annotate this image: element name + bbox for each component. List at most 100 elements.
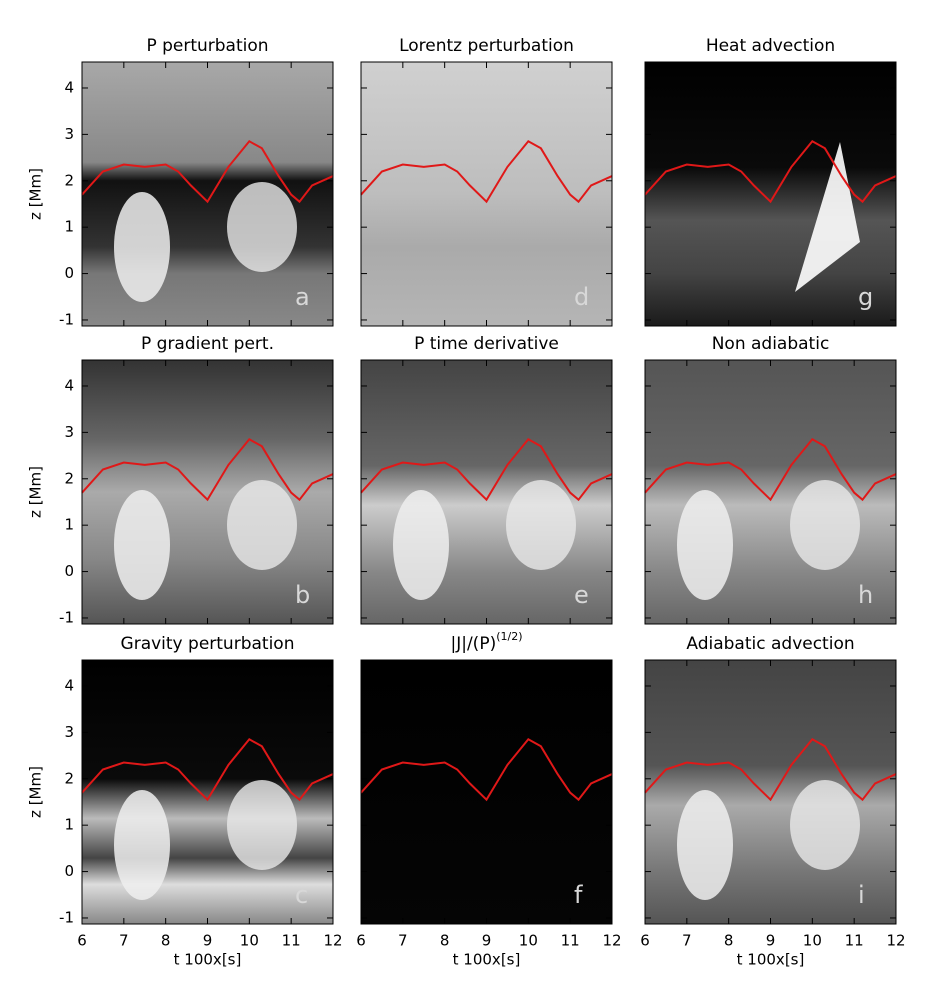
panel-title: P time derivative (414, 334, 559, 354)
y-tick-label: 1 (64, 516, 74, 534)
panel-title-text: P perturbation (146, 36, 268, 56)
image-feature (790, 780, 860, 870)
x-tick-label: 12 (323, 932, 342, 950)
panel-label: i (858, 881, 865, 909)
y-tick-label: 4 (64, 676, 74, 694)
image-feature (227, 780, 297, 870)
image-feature (677, 490, 733, 600)
y-tick-label: 1 (64, 218, 74, 236)
panel: P time derivative e (360, 334, 613, 625)
x-tick-label: 9 (482, 932, 492, 950)
y-axis-label: z [Mm] (27, 168, 45, 220)
panel-label: g (858, 283, 873, 311)
y-tick-label: 2 (64, 469, 74, 487)
panel-title: Non adiabatic (712, 334, 830, 354)
panel-label: e (574, 581, 589, 609)
x-tick-label: 12 (886, 932, 905, 950)
panel-title: Gravity perturbation (121, 634, 295, 654)
image-feature (114, 790, 170, 900)
panel-label: a (295, 283, 310, 311)
image-feature (393, 490, 449, 600)
y-tick-label: -1 (59, 908, 74, 926)
y-tick-label: 0 (64, 264, 74, 282)
y-tick-label: 3 (64, 423, 74, 441)
x-tick-label: 7 (119, 932, 129, 950)
panel-title-text: Lorentz perturbation (399, 36, 574, 56)
x-tick-label: 8 (440, 932, 450, 950)
y-tick-label: 3 (64, 125, 74, 143)
image-feature (227, 480, 297, 570)
contour-line (81, 738, 334, 802)
x-tick-label: 8 (161, 932, 171, 950)
panel-title: P gradient pert. (141, 334, 274, 354)
contour-line (360, 738, 613, 802)
panel-title-text: Gravity perturbation (121, 634, 295, 654)
panel-title: Adiabatic advection (686, 634, 854, 654)
image-feature (790, 480, 860, 570)
contour-line (81, 438, 334, 502)
y-axis-label: z [Mm] (27, 466, 45, 518)
x-tick-label: 8 (724, 932, 734, 950)
panel-title-text: Adiabatic advection (686, 634, 854, 654)
panel: 6 7 8 9 10 11 12 |J|/(P)(1/2) f t 100x[s] (356, 630, 621, 969)
x-axis-label: t 100x[s] (174, 951, 242, 969)
image-feature (677, 790, 733, 900)
y-tick-label: 0 (64, 862, 74, 880)
panel-label: d (574, 283, 589, 311)
panel-title: |J|/(P)(1/2) (450, 630, 522, 654)
panel-title: Heat advection (706, 36, 835, 56)
contour-line (81, 140, 334, 204)
panel-label: f (574, 881, 583, 909)
x-axis-label: t 100x[s] (453, 951, 521, 969)
image-feature (114, 192, 170, 302)
x-tick-label: 6 (77, 932, 87, 950)
panel-title-superscript: (1/2) (496, 630, 522, 643)
y-tick-label: 0 (64, 562, 74, 580)
x-tick-label: 6 (356, 932, 366, 950)
contour-line (644, 140, 897, 204)
contour-line (644, 738, 897, 802)
x-tick-label: 11 (282, 932, 301, 950)
image-feature (227, 182, 297, 272)
x-tick-label: 10 (803, 932, 822, 950)
panel-label: b (295, 581, 310, 609)
panel-title-text: Non adiabatic (712, 334, 830, 354)
x-tick-label: 9 (766, 932, 776, 950)
image-feature (114, 490, 170, 600)
x-tick-label: 6 (640, 932, 650, 950)
x-tick-label: 7 (682, 932, 692, 950)
panel-label: c (295, 881, 308, 909)
y-tick-label: -1 (59, 608, 74, 626)
panel-title: P perturbation (146, 36, 268, 56)
y-tick-label: 3 (64, 723, 74, 741)
y-tick-label: 2 (64, 171, 74, 189)
image-feature (506, 480, 576, 570)
x-tick-label: 11 (561, 932, 580, 950)
y-tick-label: 4 (64, 376, 74, 394)
x-axis-label: t 100x[s] (737, 951, 805, 969)
x-tick-label: 10 (519, 932, 538, 950)
panel-title-text: |J|/(P) (450, 634, 496, 654)
x-tick-label: 11 (845, 932, 864, 950)
panel: Lorentz perturbation d (360, 36, 613, 327)
contour-line (360, 438, 613, 502)
panel-title-text: Heat advection (706, 36, 835, 56)
x-tick-label: 9 (203, 932, 213, 950)
panel: -1 0 1 2 3 4 P gradient pert. b z [Mm] (27, 334, 334, 626)
x-tick-label: 12 (602, 932, 621, 950)
panel-title-text: P gradient pert. (141, 334, 274, 354)
y-tick-label: 4 (64, 78, 74, 96)
y-axis-label: z [Mm] (27, 766, 45, 818)
x-tick-label: 10 (240, 932, 259, 950)
y-tick-label: -1 (59, 310, 74, 328)
contour-line (360, 140, 613, 204)
panel: Heat advection g (644, 36, 897, 327)
panel-title: Lorentz perturbation (399, 36, 574, 56)
panel: Non adiabatic h (644, 334, 897, 625)
panel-title-text: P time derivative (414, 334, 559, 354)
y-tick-label: 1 (64, 816, 74, 834)
y-tick-label: 2 (64, 769, 74, 787)
contour-line (644, 438, 897, 502)
